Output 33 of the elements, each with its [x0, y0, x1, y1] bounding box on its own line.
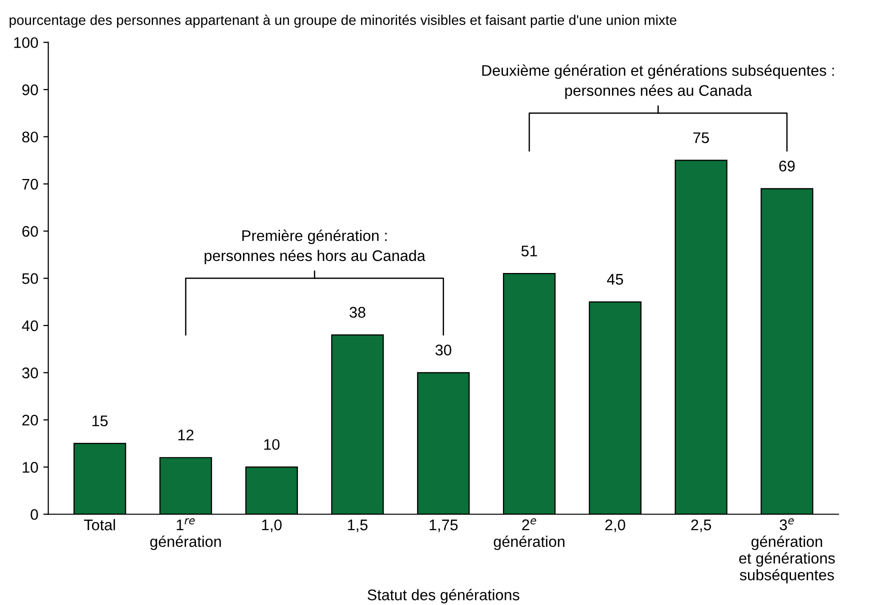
x-tick-label: 2$^{e}$ génération — [494, 518, 564, 550]
y-tick-label: 90 — [22, 84, 38, 96]
x-tick-label: 2,5 — [691, 520, 712, 532]
data-label: 45 — [607, 274, 624, 285]
data-label: 10 — [264, 439, 280, 450]
x-tick-label: 1,0 — [262, 520, 282, 532]
data-label: 75 — [693, 132, 709, 144]
annotation: Deuxième génération et générations subséquentes : personnes nées au Canada — [482, 64, 834, 99]
data-label: 12 — [178, 430, 194, 440]
y-tick-label: 20 — [22, 414, 38, 426]
data-label: 51 — [521, 246, 538, 256]
data-label: 38 — [350, 306, 366, 318]
y-tick-label: 40 — [22, 320, 38, 332]
y-tick-label: 0 — [30, 509, 38, 520]
y-tick-label: 100 — [14, 37, 38, 48]
data-label: 15 — [92, 416, 108, 426]
data-label: 69 — [779, 160, 795, 172]
y-tick-label: 60 — [22, 226, 38, 237]
x-tick-label: 1,75 — [430, 520, 458, 532]
y-tick-label: 10 — [22, 462, 38, 473]
x-axis-title: Statut des générations — [368, 588, 520, 604]
x-tick-label: 1,5 — [348, 520, 368, 532]
x-tick-label: 2,0 — [605, 520, 626, 532]
data-label: 30 — [435, 344, 452, 356]
annotation: Première génération : personnes nées hors au Canada — [204, 230, 426, 264]
y-tick-label: 70 — [22, 178, 38, 190]
x-tick-label: 1$^{re}$ génération — [150, 518, 221, 550]
y-tick-label: 80 — [22, 132, 38, 142]
y-tick-label: 50 — [22, 273, 38, 284]
x-tick-label: 3$^{e}$ génération et générations subséquentes — [739, 518, 835, 584]
x-tick-label: Total — [84, 519, 115, 530]
chart-title: pourcentage des personnes appartenant à un groupe de minorités visibles et faisant partie d'une union mixte — [10, 14, 676, 28]
y-tick-label: 30 — [22, 368, 38, 378]
